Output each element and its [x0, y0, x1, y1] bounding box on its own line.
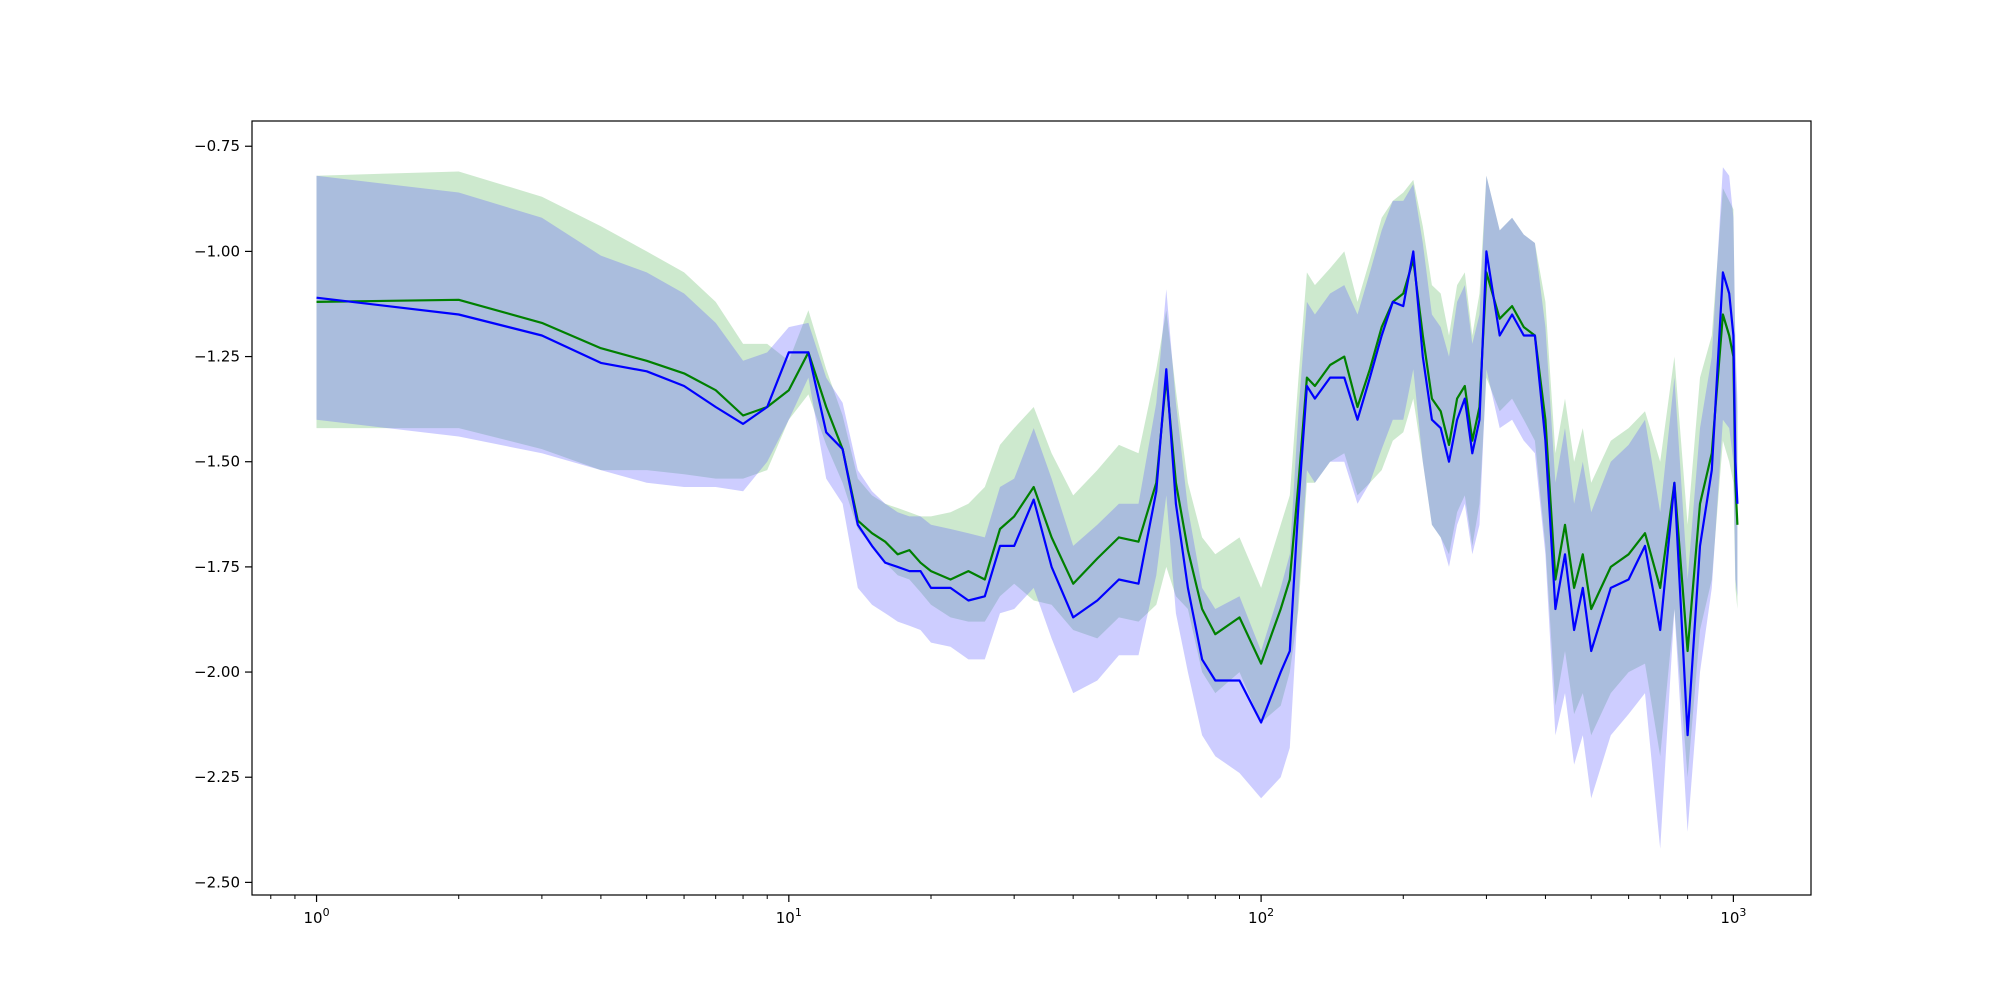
y-tick-label: −2.50 — [194, 873, 240, 891]
y-tick-label: −1.00 — [194, 242, 240, 260]
plot-frame — [251, 120, 1812, 896]
series-1-band — [316, 171, 1738, 778]
y-tick-label: −1.75 — [194, 558, 240, 576]
x-tick-label: 100 — [304, 906, 330, 927]
x-axis: 100 101 102 103 — [270, 895, 1746, 927]
y-tick-label: −1.25 — [194, 348, 240, 366]
x-tick-label: 103 — [1720, 906, 1746, 927]
series-lines — [316, 250, 1739, 737]
series-2-line — [316, 250, 1739, 737]
y-axis: −0.75 −1.00 −1.25 −1.50 −1.75 −2.00 −2.25 −2.50 — [194, 137, 252, 891]
y-tick-label: −2.25 — [194, 768, 240, 786]
x-tick-label: 101 — [776, 906, 802, 927]
y-tick-label: −0.75 — [194, 137, 240, 155]
y-tick-label: −1.50 — [194, 453, 240, 471]
x-tick-label: 102 — [1248, 906, 1274, 927]
y-tick-label: −2.00 — [194, 663, 240, 681]
